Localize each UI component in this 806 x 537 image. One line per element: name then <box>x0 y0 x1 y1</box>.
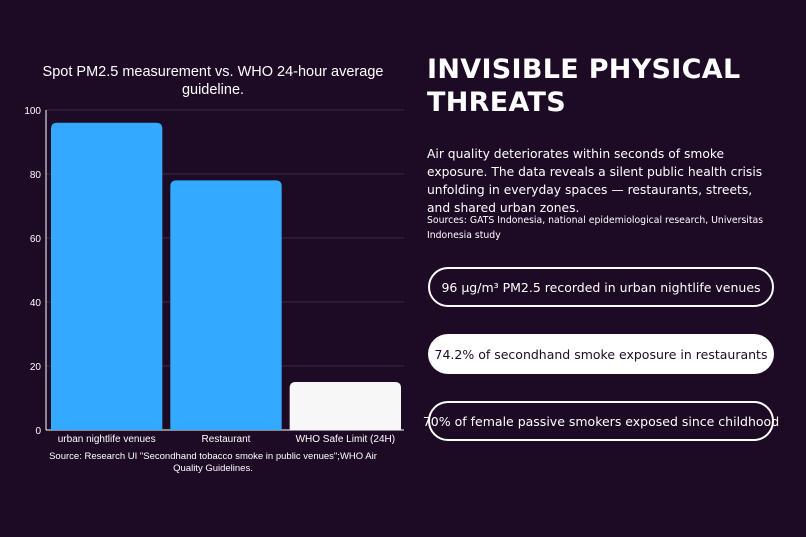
bar-2 <box>289 382 401 430</box>
y-tick-label: 40 <box>30 298 42 309</box>
y-tick-label: 20 <box>30 362 42 373</box>
y-tick-label: 0 <box>35 426 41 437</box>
panel-heading: INVISIBLE PHYSICAL THREATS <box>427 54 741 118</box>
stat-pill-nightlife: 96 μg/m³ PM2.5 recorded in urban nightli… <box>428 267 774 307</box>
stat-pill-female-smokers: 70% of female passive smokers exposed si… <box>423 401 779 441</box>
panel-sources: Sources: GATS Indonesia, national epidem… <box>427 215 764 241</box>
stat-pill-restaurants: 74.2% of secondhand smoke exposure in re… <box>428 334 774 374</box>
x-tick-label: urban nightlife venues <box>58 434 156 445</box>
bar-0 <box>51 122 163 431</box>
y-tick-label: 80 <box>30 170 42 181</box>
y-tick-label: 60 <box>30 234 42 245</box>
chart-title: Spot PM2.5 measurement vs. WHO 24-hour a… <box>42 64 384 98</box>
x-tick-label: WHO Safe Limit (24H) <box>296 434 395 445</box>
chart-source: Source: Research UI "Secondhand tobacco … <box>49 451 377 474</box>
pm25-bar-chart: 0 20 40 60 80 100 urban nightlife venues Restau… <box>24 106 404 445</box>
bar-1 <box>170 180 282 430</box>
y-tick-label: 100 <box>24 106 41 117</box>
x-tick-label: Restaurant <box>202 434 251 445</box>
panel-body: Air quality deteriorates within seconds … <box>427 147 763 215</box>
